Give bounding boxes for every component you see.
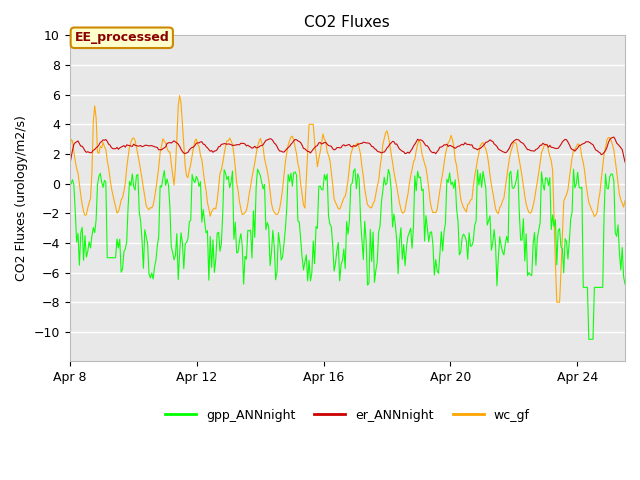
Text: EE_processed: EE_processed [74,31,169,44]
Legend: gpp_ANNnight, er_ANNnight, wc_gf: gpp_ANNnight, er_ANNnight, wc_gf [160,404,535,427]
Y-axis label: CO2 Fluxes (urology/m2/s): CO2 Fluxes (urology/m2/s) [15,116,28,281]
Title: CO2 Fluxes: CO2 Fluxes [305,15,390,30]
